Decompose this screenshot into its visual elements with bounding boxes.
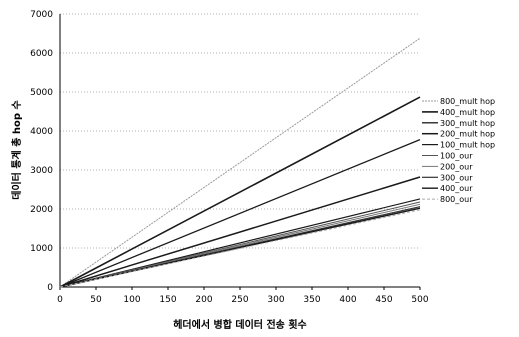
x-tick-label: 500 (411, 295, 428, 305)
x-tick-label: 150 (159, 295, 176, 305)
legend-label: 400_mult hop (440, 108, 495, 117)
y-tick-label: 0 (47, 283, 53, 293)
legend-label: 400_our (440, 184, 473, 193)
series-line-800-mult-hop (59, 37, 421, 288)
legend-label: 100_our (440, 152, 473, 161)
series-line-200-mult-hop (59, 176, 421, 288)
y-tick-label: 7000 (30, 10, 53, 20)
legend-label: 200_our (440, 162, 473, 171)
x-tick-label: 400 (339, 295, 356, 305)
series-line-100-mult-hop (59, 198, 421, 288)
x-tick-labels: 0 50 100 150 200 250 300 350 400 450 500 (57, 287, 429, 305)
y-tick-label: 4000 (30, 127, 53, 137)
gridlines (60, 13, 420, 249)
series-lines (59, 37, 421, 288)
legend-label: 200_mult hop (440, 130, 495, 139)
x-tick-label: 0 (57, 295, 63, 305)
legend-label: 300_our (440, 173, 473, 182)
x-tick-label: 50 (90, 295, 102, 305)
y-tick-label: 2000 (30, 205, 53, 215)
legend-label: 100_mult hop (440, 141, 495, 150)
y-tick-label: 6000 (30, 49, 53, 59)
legend: 800_mult hop 400_mult hop 300_mult hop 200_… (422, 97, 495, 204)
y-axis-title: 데이터 통계 총 hop 수 (10, 100, 23, 199)
y-tick-label: 3000 (30, 166, 53, 176)
y-tick-label: 5000 (30, 88, 53, 98)
y-tick-label: 1000 (30, 244, 53, 254)
series-line-800-our (59, 209, 421, 288)
legend-label: 800_mult hop (440, 97, 495, 106)
series-line-300-mult-hop (59, 138, 421, 288)
legend-label: 300_mult hop (440, 119, 495, 128)
series-line-400-mult-hop (59, 96, 421, 288)
x-tick-label: 450 (375, 295, 392, 305)
y-tick-labels: 0 1000 2000 3000 4000 5000 6000 7000 (30, 10, 53, 293)
x-tick-label: 350 (303, 295, 320, 305)
x-tick-label: 300 (267, 295, 284, 305)
x-tick-label: 250 (231, 295, 248, 305)
x-tick-label: 100 (123, 295, 140, 305)
x-axis-title: 헤더에서 병합 데이터 전송 횟수 (173, 318, 307, 331)
x-tick-label: 200 (195, 295, 212, 305)
legend-label: 800_our (440, 195, 473, 204)
